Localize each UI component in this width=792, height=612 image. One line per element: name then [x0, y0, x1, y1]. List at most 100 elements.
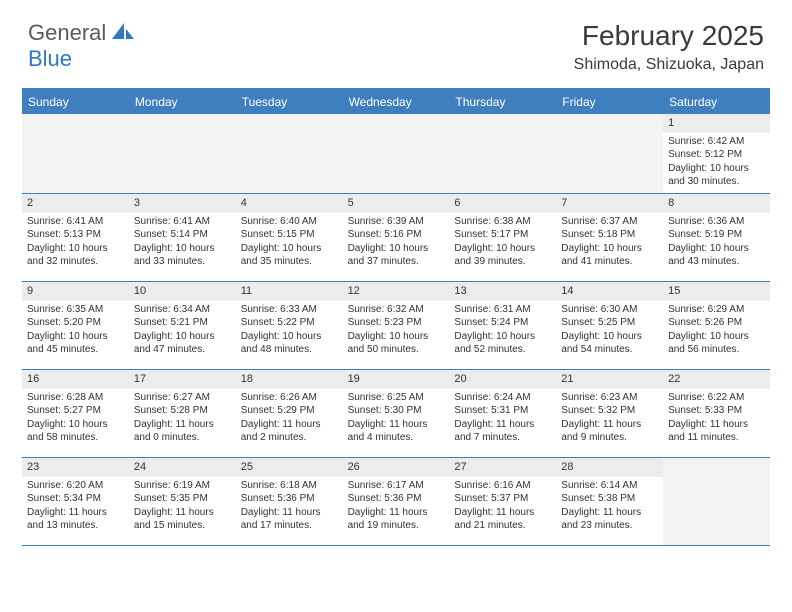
sunset-line: Sunset: 5:36 PM [348, 492, 445, 506]
calendar-cell: 3 Sunrise: 6:41 AMSunset: 5:14 PMDaylight… [129, 194, 236, 282]
daylight-line: Daylight: 11 hours and 17 minutes. [241, 506, 338, 533]
day-number: 17 [129, 370, 236, 389]
sunrise-line: Sunrise: 6:24 AM [454, 391, 551, 405]
sunset-line: Sunset: 5:13 PM [27, 228, 124, 242]
sunrise-line: Sunrise: 6:32 AM [348, 303, 445, 317]
calendar-cell: 12Sunrise: 6:32 AMSunset: 5:23 PMDayligh… [343, 282, 450, 370]
sunset-line: Sunset: 5:37 PM [454, 492, 551, 506]
calendar-cell: 18Sunrise: 6:26 AMSunset: 5:29 PMDayligh… [236, 370, 343, 458]
daylight-line: Daylight: 11 hours and 9 minutes. [561, 418, 658, 445]
calendar-cell [343, 114, 450, 194]
logo-sail-icon [110, 21, 136, 46]
calendar-cell: 14 Sunrise: 6:30 AMSunset: 5:25 PMDayligh… [556, 282, 663, 370]
daylight-line: Daylight: 10 hours and 58 minutes. [27, 418, 124, 445]
sunrise-line: Sunrise: 6:34 AM [134, 303, 231, 317]
day-number: 8 [663, 194, 770, 213]
sunrise-line: Sunrise: 6:16 AM [454, 479, 551, 493]
day-number: 11 [236, 282, 343, 301]
calendar-cell: 27Sunrise: 6:16 AMSunset: 5:37 PMDayligh… [449, 458, 556, 546]
calendar-cell: 9Sunrise: 6:35 AMSunset: 5:20 PMDaylight… [22, 282, 129, 370]
calendar-cell: 21Sunrise: 6:23 AMSunset: 5:32 PMDayligh… [556, 370, 663, 458]
calendar: SundayMondayTuesdayWednesdayThursdayFrid… [22, 88, 770, 546]
calendar-cell: 2Sunrise: 6:41 AMSunset: 5:13 PMDaylight… [22, 194, 129, 282]
sunset-line: Sunset: 5:17 PM [454, 228, 551, 242]
day-number: 21 [556, 370, 663, 389]
day-number: 5 [343, 194, 450, 213]
daylight-line: Daylight: 10 hours and 43 minutes. [668, 242, 765, 269]
calendar-cell: 17Sunrise: 6:27 AMSunset: 5:28 PMDayligh… [129, 370, 236, 458]
calendar-cell: 5Sunrise: 6:39 AMSunset: 5:16 PMDaylight… [343, 194, 450, 282]
day-number: 28 [556, 458, 663, 477]
calendar-cell: 13Sunrise: 6:31 AMSunset: 5:24 PMDayligh… [449, 282, 556, 370]
sunrise-line: Sunrise: 6:37 AM [561, 215, 658, 229]
calendar-cell: 7Sunrise: 6:37 AMSunset: 5:18 PMDaylight… [556, 194, 663, 282]
daylight-line: Daylight: 10 hours and 35 minutes. [241, 242, 338, 269]
day-number: 20 [449, 370, 556, 389]
sunrise-line: Sunrise: 6:35 AM [27, 303, 124, 317]
calendar-cell: 26Sunrise: 6:17 AMSunset: 5:36 PMDayligh… [343, 458, 450, 546]
logo-text-general: General [28, 20, 106, 46]
daylight-line: Daylight: 10 hours and 39 minutes. [454, 242, 551, 269]
calendar-cell: 28Sunrise: 6:14 AMSunset: 5:38 PMDayligh… [556, 458, 663, 546]
sunrise-line: Sunrise: 6:20 AM [27, 479, 124, 493]
day-number: 7 [556, 194, 663, 213]
calendar-cell: 1Sunrise: 6:42 AMSunset: 5:12 PMDaylight… [663, 114, 770, 194]
daylight-line: Daylight: 10 hours and 37 minutes. [348, 242, 445, 269]
sunrise-line: Sunrise: 6:25 AM [348, 391, 445, 405]
sunrise-line: Sunrise: 6:29 AM [668, 303, 765, 317]
day-number: 23 [22, 458, 129, 477]
sunset-line: Sunset: 5:14 PM [134, 228, 231, 242]
calendar-cell [129, 114, 236, 194]
calendar-cell: 15Sunrise: 6:29 AMSunset: 5:26 PMDayligh… [663, 282, 770, 370]
daylight-line: Daylight: 10 hours and 56 minutes. [668, 330, 765, 357]
daylight-line: Daylight: 10 hours and 41 minutes. [561, 242, 658, 269]
day-number: 1 [663, 114, 770, 133]
page-header: General February 2025 Shimoda, Shizuoka,… [0, 0, 792, 82]
sunset-line: Sunset: 5:22 PM [241, 316, 338, 330]
weekday-header: Saturday [663, 90, 770, 114]
weekday-header-row: SundayMondayTuesdayWednesdayThursdayFrid… [22, 90, 770, 114]
day-number: 13 [449, 282, 556, 301]
daylight-line: Daylight: 10 hours and 54 minutes. [561, 330, 658, 357]
daylight-line: Daylight: 11 hours and 13 minutes. [27, 506, 124, 533]
daylight-line: Daylight: 10 hours and 48 minutes. [241, 330, 338, 357]
daylight-line: Daylight: 10 hours and 45 minutes. [27, 330, 124, 357]
sunset-line: Sunset: 5:29 PM [241, 404, 338, 418]
daylight-line: Daylight: 10 hours and 33 minutes. [134, 242, 231, 269]
sunset-line: Sunset: 5:34 PM [27, 492, 124, 506]
day-number: 9 [22, 282, 129, 301]
day-number: 4 [236, 194, 343, 213]
sunset-line: Sunset: 5:24 PM [454, 316, 551, 330]
calendar-cell [449, 114, 556, 194]
title-block: February 2025 Shimoda, Shizuoka, Japan [574, 20, 764, 74]
calendar-cell [556, 114, 663, 194]
day-number: 3 [129, 194, 236, 213]
sunrise-line: Sunrise: 6:41 AM [134, 215, 231, 229]
sunset-line: Sunset: 5:30 PM [348, 404, 445, 418]
sunset-line: Sunset: 5:19 PM [668, 228, 765, 242]
sunset-line: Sunset: 5:25 PM [561, 316, 658, 330]
calendar-cell: 25Sunrise: 6:18 AMSunset: 5:36 PMDayligh… [236, 458, 343, 546]
daylight-line: Daylight: 11 hours and 4 minutes. [348, 418, 445, 445]
calendar-cell: 19Sunrise: 6:25 AMSunset: 5:30 PMDayligh… [343, 370, 450, 458]
daylight-line: Daylight: 10 hours and 32 minutes. [27, 242, 124, 269]
day-number: 26 [343, 458, 450, 477]
sunrise-line: Sunrise: 6:19 AM [134, 479, 231, 493]
daylight-line: Daylight: 11 hours and 11 minutes. [668, 418, 765, 445]
sunrise-line: Sunrise: 6:30 AM [561, 303, 658, 317]
daylight-line: Daylight: 10 hours and 30 minutes. [668, 162, 765, 189]
sunset-line: Sunset: 5:26 PM [668, 316, 765, 330]
day-number: 14 [556, 282, 663, 301]
logo-text-blue: Blue [28, 46, 72, 71]
calendar-grid: 1Sunrise: 6:42 AMSunset: 5:12 PMDaylight… [22, 114, 770, 546]
day-number: 10 [129, 282, 236, 301]
calendar-cell [236, 114, 343, 194]
daylight-line: Daylight: 11 hours and 0 minutes. [134, 418, 231, 445]
daylight-line: Daylight: 11 hours and 23 minutes. [561, 506, 658, 533]
sunset-line: Sunset: 5:27 PM [27, 404, 124, 418]
sunrise-line: Sunrise: 6:18 AM [241, 479, 338, 493]
sunset-line: Sunset: 5:16 PM [348, 228, 445, 242]
sunrise-line: Sunrise: 6:28 AM [27, 391, 124, 405]
sunset-line: Sunset: 5:32 PM [561, 404, 658, 418]
day-number: 25 [236, 458, 343, 477]
